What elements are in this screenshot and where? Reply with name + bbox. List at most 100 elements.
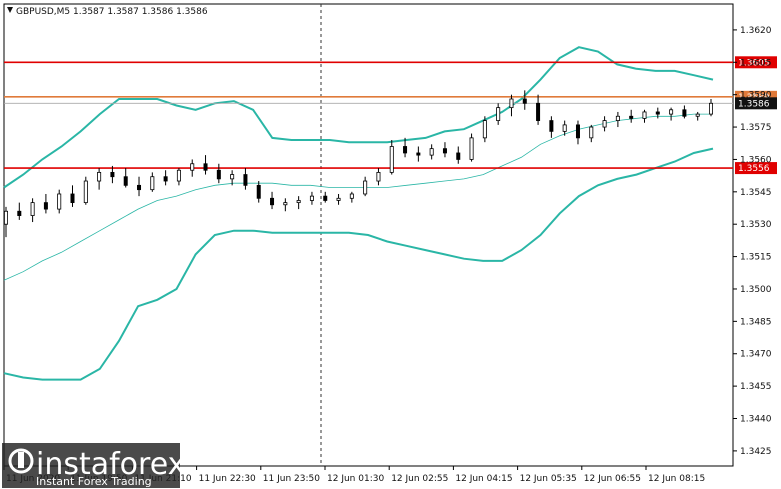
x-tick-label: 12 Jun 04:15	[455, 474, 512, 484]
candle-body	[97, 171, 102, 182]
current-price-label: 1.3586	[738, 99, 770, 109]
logo-tagline: Instant Forex Trading	[36, 475, 152, 488]
candle	[176, 168, 181, 186]
y-tick-label: 1.3515	[740, 253, 772, 263]
candle	[70, 185, 75, 207]
y-tick-label: 1.3425	[740, 447, 772, 457]
candle-body	[522, 98, 527, 104]
candle	[150, 172, 155, 192]
x-tick-label: 12 Jun 02:55	[391, 474, 448, 484]
candle	[163, 170, 168, 186]
candle-body	[655, 111, 660, 115]
candle	[549, 116, 554, 138]
candle-body	[270, 197, 275, 206]
bollinger-bands	[3, 46, 714, 381]
y-tick-label: 1.3620	[740, 26, 772, 36]
candle-body	[4, 210, 9, 225]
candle	[376, 168, 381, 186]
candle-body	[482, 120, 487, 139]
y-tick-label: 1.3560	[740, 155, 772, 165]
logo-name: instaforex	[36, 447, 185, 482]
y-axis: 1.3620 1.3605 1.3590 1.3575 1.3560 1.3545 1.35…	[733, 26, 772, 457]
candle-body	[695, 113, 700, 117]
candle-body	[190, 163, 195, 171]
candle	[456, 146, 461, 164]
candle-body	[363, 180, 368, 195]
x-tick-label: 11 Jun 22:30	[199, 474, 256, 484]
candle-body	[669, 109, 674, 115]
x-tick-label: 12 Jun 05:35	[520, 474, 577, 484]
candle	[17, 202, 22, 220]
x-tick-label: 12 Jun 06:55	[584, 474, 641, 484]
candle	[83, 176, 88, 205]
candle-body	[57, 193, 62, 210]
candle	[602, 116, 607, 132]
candle	[536, 94, 541, 125]
candle	[137, 176, 142, 197]
candle	[230, 170, 235, 186]
candle-body	[403, 146, 408, 154]
candle	[123, 168, 128, 188]
candle-body	[323, 195, 328, 201]
y-tick-label: 1.3485	[740, 317, 772, 327]
candle	[57, 189, 62, 214]
header-triangle-icon	[7, 7, 13, 13]
current-price-bg	[735, 97, 777, 110]
candle-body	[43, 202, 48, 210]
candle-body	[456, 152, 461, 160]
level-label: 1.3556	[738, 164, 770, 174]
candle-body	[150, 176, 155, 191]
candle	[642, 109, 647, 123]
candle	[336, 193, 341, 205]
candle-body	[642, 111, 647, 119]
candle	[296, 196, 301, 210]
candle	[695, 111, 700, 121]
candle-body	[549, 120, 554, 132]
y-tick-label: 1.3470	[740, 350, 772, 360]
candle	[682, 105, 687, 119]
candle-body	[629, 115, 634, 119]
candle-body	[562, 124, 567, 132]
level-label: 1.3605	[738, 58, 770, 68]
y-tick-label: 1.3440	[740, 415, 772, 425]
candle	[389, 140, 394, 175]
candle-body	[309, 195, 314, 201]
candle	[403, 137, 408, 158]
candle	[655, 107, 660, 119]
candle-body	[30, 202, 35, 216]
y-tick-label: 1.3545	[740, 188, 772, 198]
candle-body	[70, 193, 75, 204]
y-tick-label: 1.3500	[740, 285, 772, 295]
y-tick-label: 1.3455	[740, 382, 772, 392]
level-label-bg	[735, 56, 777, 69]
logo-mark-bar-icon	[18, 452, 24, 468]
y-tick-label: 1.3530	[740, 220, 772, 230]
candle	[243, 168, 248, 190]
candle-body	[110, 171, 115, 178]
x-tick-label: 11 Jun 23:50	[263, 474, 320, 484]
x-tick-label: 12 Jun 01:30	[327, 474, 384, 484]
candle	[216, 163, 221, 184]
candle-body	[709, 102, 714, 115]
candle-body	[602, 120, 607, 128]
candle-body	[137, 184, 142, 191]
candle-body	[283, 202, 288, 206]
candle	[283, 198, 288, 212]
candle	[30, 198, 35, 223]
candle	[589, 124, 594, 143]
candle-body	[163, 176, 168, 182]
candle-body	[216, 169, 221, 180]
candle-body	[442, 148, 447, 154]
candle	[43, 193, 48, 214]
middle-band-line	[3, 113, 713, 281]
candle	[323, 191, 328, 203]
logo-mark-icon	[8, 448, 34, 474]
candle-body	[496, 107, 501, 121]
candle-body	[469, 137, 474, 160]
candlesticks	[4, 90, 714, 238]
candle-body	[243, 174, 248, 186]
x-tick-label: 12 Jun 08:15	[648, 474, 705, 484]
candle	[363, 176, 368, 197]
candle-body	[536, 102, 541, 121]
candle	[615, 111, 620, 128]
